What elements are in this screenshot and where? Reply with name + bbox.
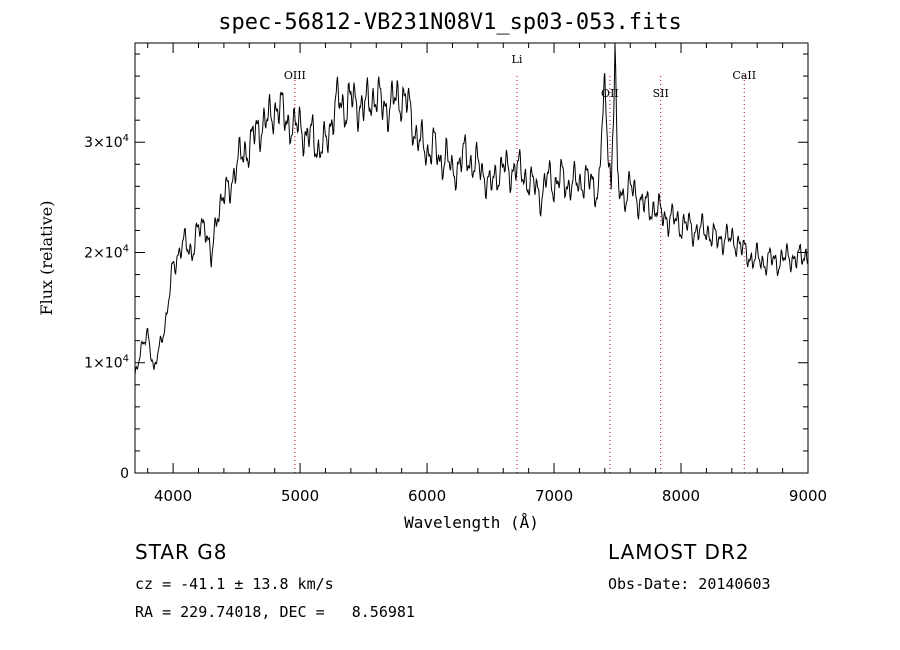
y-tick-label-20000: 2×104 bbox=[84, 243, 129, 261]
x-tick-label-8000: 8000 bbox=[662, 487, 700, 505]
spectrum-line-layer bbox=[134, 42, 809, 375]
axis-labels-layer: 4000 5000 6000 7000 8000 9000 0 1×104 2×104 3×104… bbox=[37, 133, 827, 532]
survey-label: LAMOST DR2 bbox=[608, 540, 750, 564]
y-tick-label-30000: 3×104 bbox=[84, 133, 129, 151]
coordinates-label: RA = 229.74018, DEC = 8.56981 bbox=[135, 603, 415, 621]
marker-label-sii: SII bbox=[653, 87, 669, 100]
y-tick-exponent-30000: 4 bbox=[123, 133, 129, 144]
axes-layer bbox=[134, 42, 809, 474]
spectrum-series-0 bbox=[134, 42, 809, 375]
marker-label-caii: CaII bbox=[732, 69, 756, 82]
x-axis-title: Wavelength (Å) bbox=[404, 513, 539, 532]
y-tick-label-10000: 1×104 bbox=[84, 354, 129, 372]
redshift-label: cz = -41.1 ± 13.8 km/s bbox=[135, 575, 334, 593]
y-axis-title: Flux (relative) bbox=[37, 201, 56, 316]
chart-title: spec-56812-VB231N08V1_sp03-053.fits bbox=[218, 10, 682, 35]
obs-date-label: Obs-Date: 20140603 bbox=[608, 575, 771, 593]
marker-label-li: Li bbox=[512, 53, 523, 66]
y-tick-exponent-20000: 4 bbox=[123, 243, 129, 254]
x-tick-label-9000: 9000 bbox=[789, 487, 827, 505]
y-tick-exponent-10000: 4 bbox=[123, 354, 129, 365]
x-tick-label-5000: 5000 bbox=[281, 487, 319, 505]
y-tick-label-0: 0 bbox=[120, 466, 129, 482]
x-tick-label-4000: 4000 bbox=[154, 487, 192, 505]
x-tick-label-7000: 7000 bbox=[535, 487, 573, 505]
plot-frame bbox=[134, 42, 809, 474]
marker-label-oiii: OIII bbox=[284, 69, 306, 82]
x-tick-label-6000: 6000 bbox=[408, 487, 446, 505]
object-class-label: STAR G8 bbox=[135, 540, 228, 564]
